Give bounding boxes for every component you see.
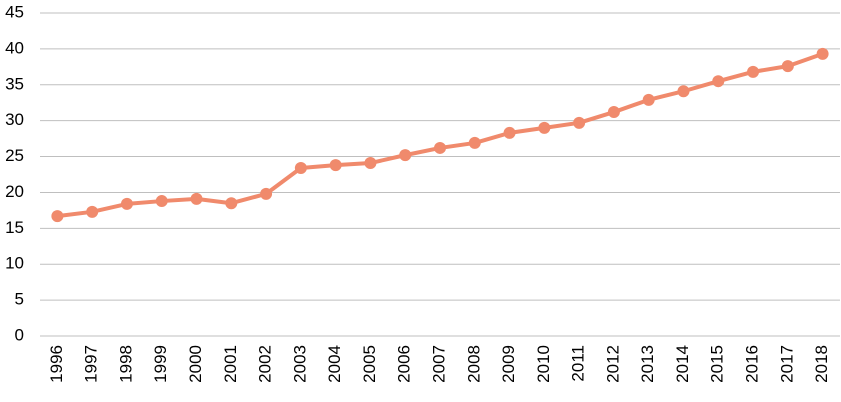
data-point: [364, 157, 377, 170]
data-point: [225, 197, 238, 210]
x-tick-label: 2010: [534, 345, 553, 383]
x-tick-label: 2003: [290, 345, 309, 383]
data-point: [677, 85, 690, 98]
y-tick-label: 0: [15, 325, 24, 344]
y-tick-label: 10: [5, 254, 24, 273]
data-point: [399, 149, 412, 162]
data-point: [434, 141, 446, 154]
x-tick-label: 1999: [151, 345, 170, 383]
data-point: [781, 60, 794, 73]
x-tick-label: 1997: [82, 345, 101, 383]
x-tick-label: 2014: [673, 345, 692, 383]
data-point: [51, 210, 64, 223]
data-point: [120, 197, 133, 210]
y-tick-label: 5: [15, 290, 24, 309]
x-tick-label: 2012: [603, 345, 622, 383]
data-point: [642, 93, 655, 106]
x-tick-label: 2008: [464, 345, 483, 383]
x-tick-label: 2000: [186, 345, 205, 383]
x-tick-label: 2001: [221, 345, 240, 383]
x-tick-label: 2015: [708, 345, 727, 383]
data-point: [329, 159, 342, 172]
data-point: [190, 192, 203, 205]
data-point: [712, 75, 725, 88]
y-tick-label: 25: [5, 146, 24, 165]
data-line: [57, 52, 824, 219]
x-tick-label: 2017: [777, 345, 796, 383]
x-tick-label: 1996: [47, 345, 66, 383]
x-tick-label: 2006: [395, 345, 414, 383]
data-point: [607, 106, 620, 119]
y-tick-label: 40: [5, 38, 24, 57]
x-tick-label: 2009: [499, 345, 518, 383]
x-tick-label: 2002: [256, 345, 275, 383]
data-point: [86, 205, 99, 218]
data-point: [155, 195, 168, 208]
data-point: [468, 136, 481, 149]
data-point: [747, 65, 760, 78]
y-tick-label: 45: [5, 2, 24, 21]
data-point: [294, 162, 307, 175]
x-tick-label: 2016: [743, 345, 762, 383]
y-tick-label: 20: [5, 182, 24, 201]
data-point: [816, 47, 829, 60]
y-tick-label: 15: [5, 218, 24, 237]
y-tick-label: 30: [5, 110, 24, 129]
y-tick-label: 35: [5, 74, 24, 93]
data-point: [538, 121, 551, 134]
x-tick-label: 2007: [429, 345, 448, 383]
x-tick-label: 2005: [360, 345, 379, 383]
x-tick-label: 2018: [812, 345, 831, 383]
x-tick-label: 2004: [325, 345, 344, 383]
x-tick-label: 1998: [116, 345, 135, 383]
x-tick-label: 2013: [638, 345, 657, 383]
data-point: [503, 126, 516, 139]
data-point: [260, 187, 273, 200]
data-point: [573, 116, 586, 129]
x-tick-label: 2011: [569, 345, 588, 382]
